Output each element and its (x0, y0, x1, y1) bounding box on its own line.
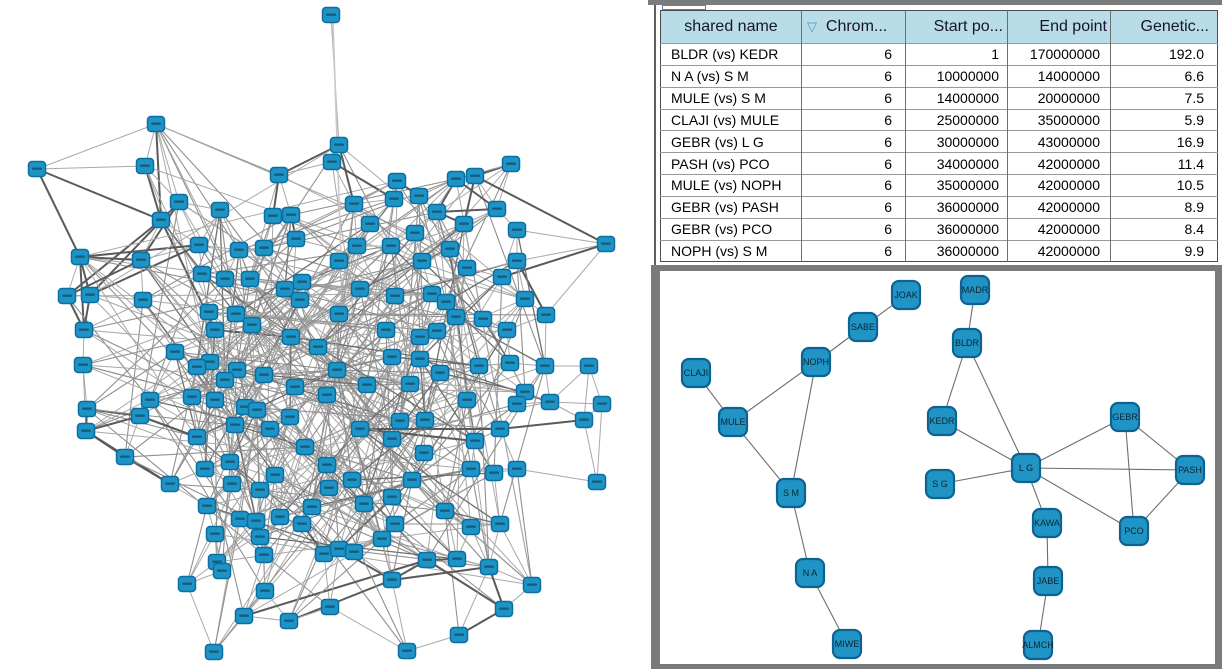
svg-text:CLAJI: CLAJI (684, 368, 709, 378)
svg-text:PCO: PCO (1124, 526, 1144, 536)
svg-text:KAWA: KAWA (1034, 518, 1060, 528)
svg-text:SABE: SABE (851, 322, 875, 332)
svg-text:KEDR: KEDR (929, 416, 955, 426)
svg-text:L G: L G (1019, 463, 1033, 473)
svg-text:ALMCH: ALMCH (1022, 640, 1054, 650)
svg-text:S G: S G (932, 479, 948, 489)
svg-text:PASH: PASH (1178, 465, 1202, 475)
svg-text:GEBR: GEBR (1112, 412, 1138, 422)
svg-text:NOPH: NOPH (803, 357, 829, 367)
svg-text:N A: N A (803, 568, 818, 578)
svg-text:MIWE: MIWE (835, 639, 860, 649)
svg-text:BLDR: BLDR (955, 338, 980, 348)
svg-text:JABE: JABE (1037, 576, 1060, 586)
svg-text:S M: S M (783, 488, 799, 498)
svg-text:MADR: MADR (962, 285, 989, 295)
svg-text:MULE: MULE (720, 417, 745, 427)
svg-text:JOAK: JOAK (894, 290, 918, 300)
